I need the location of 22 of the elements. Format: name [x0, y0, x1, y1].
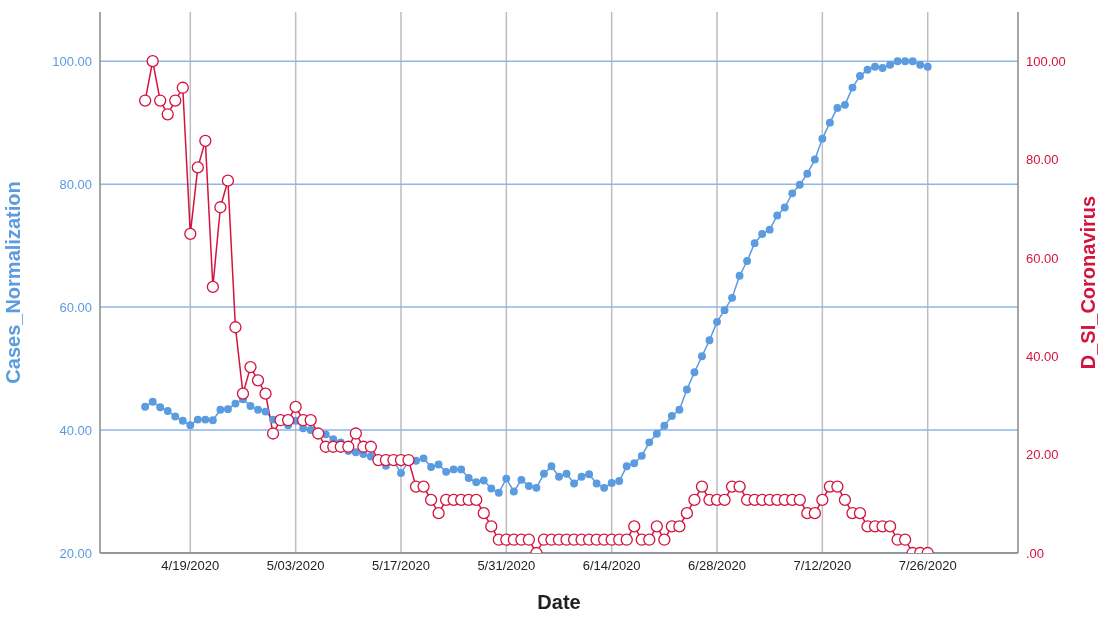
y2-tick-label: 100.00	[1026, 53, 1066, 69]
x-tick-label: 5/03/2020	[266, 558, 325, 574]
y2-tick-label: 60.00	[1026, 250, 1059, 266]
x-tick-label: 6/14/2020	[582, 558, 641, 574]
y2-axis-title: D_SI_Coronavirus	[1077, 195, 1099, 370]
y2-tick-label: 40.00	[1026, 348, 1059, 364]
x-tick-label: 6/28/2020	[688, 558, 746, 574]
y2-tick-label: .00	[1026, 545, 1045, 561]
y-tick-label: 60.00	[59, 299, 92, 315]
y-tick-label: 40.00	[59, 422, 92, 438]
x-tick-label: 5/31/2020	[477, 558, 536, 574]
y2-tick-label: 80.00	[1026, 152, 1059, 168]
y-tick-label: 20.00	[59, 545, 92, 561]
y-tick-label: 100.00	[52, 53, 92, 69]
x-tick-label: 5/17/2020	[372, 558, 430, 574]
y-axis-title: Cases_Normalization	[2, 181, 24, 384]
x-axis-title: Date	[537, 591, 581, 613]
x-tick-label: 4/19/2020	[161, 558, 220, 574]
x-tick-label: 7/26/2020	[898, 558, 957, 574]
y-tick-label: 80.00	[59, 176, 92, 192]
x-tick-label: 7/12/2020	[793, 558, 852, 574]
y2-tick-label: 20.00	[1026, 447, 1059, 463]
